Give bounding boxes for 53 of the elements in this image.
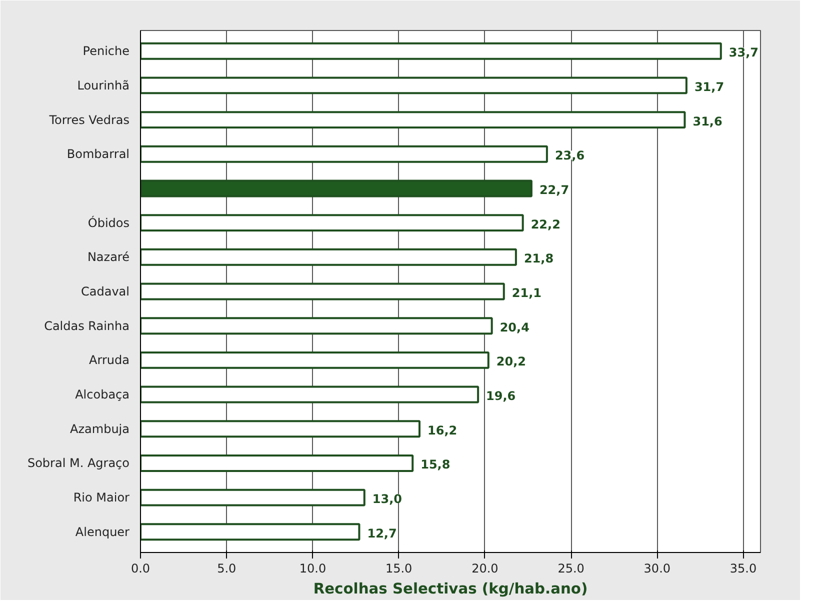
bar	[140, 42, 722, 60]
bar	[140, 386, 480, 404]
x-tick-label: 30.0	[644, 562, 671, 576]
data-label: 21,1	[512, 286, 542, 300]
x-tick-label: 20.0	[472, 562, 498, 576]
y-tick-label: Caldas Rainha	[44, 318, 130, 333]
y-tick-label: Rio Maior	[73, 490, 130, 505]
bar	[140, 454, 414, 472]
y-tick-label: Peniche	[82, 44, 130, 58]
bar	[140, 317, 493, 335]
y-tick-label: Alenquer	[75, 524, 130, 539]
y-tick-label: Azambuja	[70, 422, 130, 436]
bar	[140, 248, 517, 266]
y-tick-label: Alcobaça	[75, 388, 130, 402]
bar	[140, 351, 490, 369]
y-tick-label: Óbidos	[88, 214, 130, 230]
bar	[140, 523, 360, 541]
bar	[140, 282, 505, 300]
bar	[140, 145, 548, 163]
data-label: 23,6	[554, 148, 585, 163]
y-tick-label: Nazaré	[87, 250, 130, 264]
x-tick-label: 25.0	[558, 562, 584, 576]
data-label: 33,7	[728, 46, 758, 60]
data-label: 22,7	[539, 182, 570, 197]
x-axis-title: Recolhas Selectivas (kg/hab.ano)	[313, 580, 588, 598]
x-tick-label: 0.0	[130, 562, 150, 576]
y-tick-label: Cadaval	[81, 284, 130, 298]
data-label: 31,6	[692, 114, 722, 128]
bar	[140, 111, 686, 129]
data-label: 21,8	[524, 252, 554, 266]
data-label: 15,8	[420, 458, 450, 472]
x-tick-label: 15.0	[385, 562, 412, 576]
y-tick-label: Torres Vedras	[48, 112, 130, 127]
data-label: 13,0	[372, 492, 402, 506]
data-label: 16,2	[428, 423, 458, 438]
bar	[140, 214, 524, 232]
bar	[140, 76, 688, 94]
y-tick-label: Lourinhã	[77, 78, 130, 92]
bar	[140, 420, 420, 438]
data-label: 12,7	[367, 526, 397, 540]
data-label: 20,2	[496, 354, 526, 369]
y-tick-label: Bombarral	[66, 147, 130, 162]
bar	[140, 488, 366, 506]
x-tick-label: 10.0	[299, 562, 326, 576]
x-tick-label: 35.0	[730, 562, 757, 576]
data-label: 22,2	[530, 217, 560, 232]
y-tick-label: Sobral M. Agraço	[27, 456, 130, 470]
data-label: 31,7	[694, 80, 724, 94]
bar	[140, 180, 532, 198]
data-label: 19,6	[486, 389, 516, 404]
x-tick-label: 5.0	[217, 562, 236, 576]
y-tick-label: Arruda	[89, 353, 130, 368]
data-label: 20,4	[500, 320, 530, 334]
